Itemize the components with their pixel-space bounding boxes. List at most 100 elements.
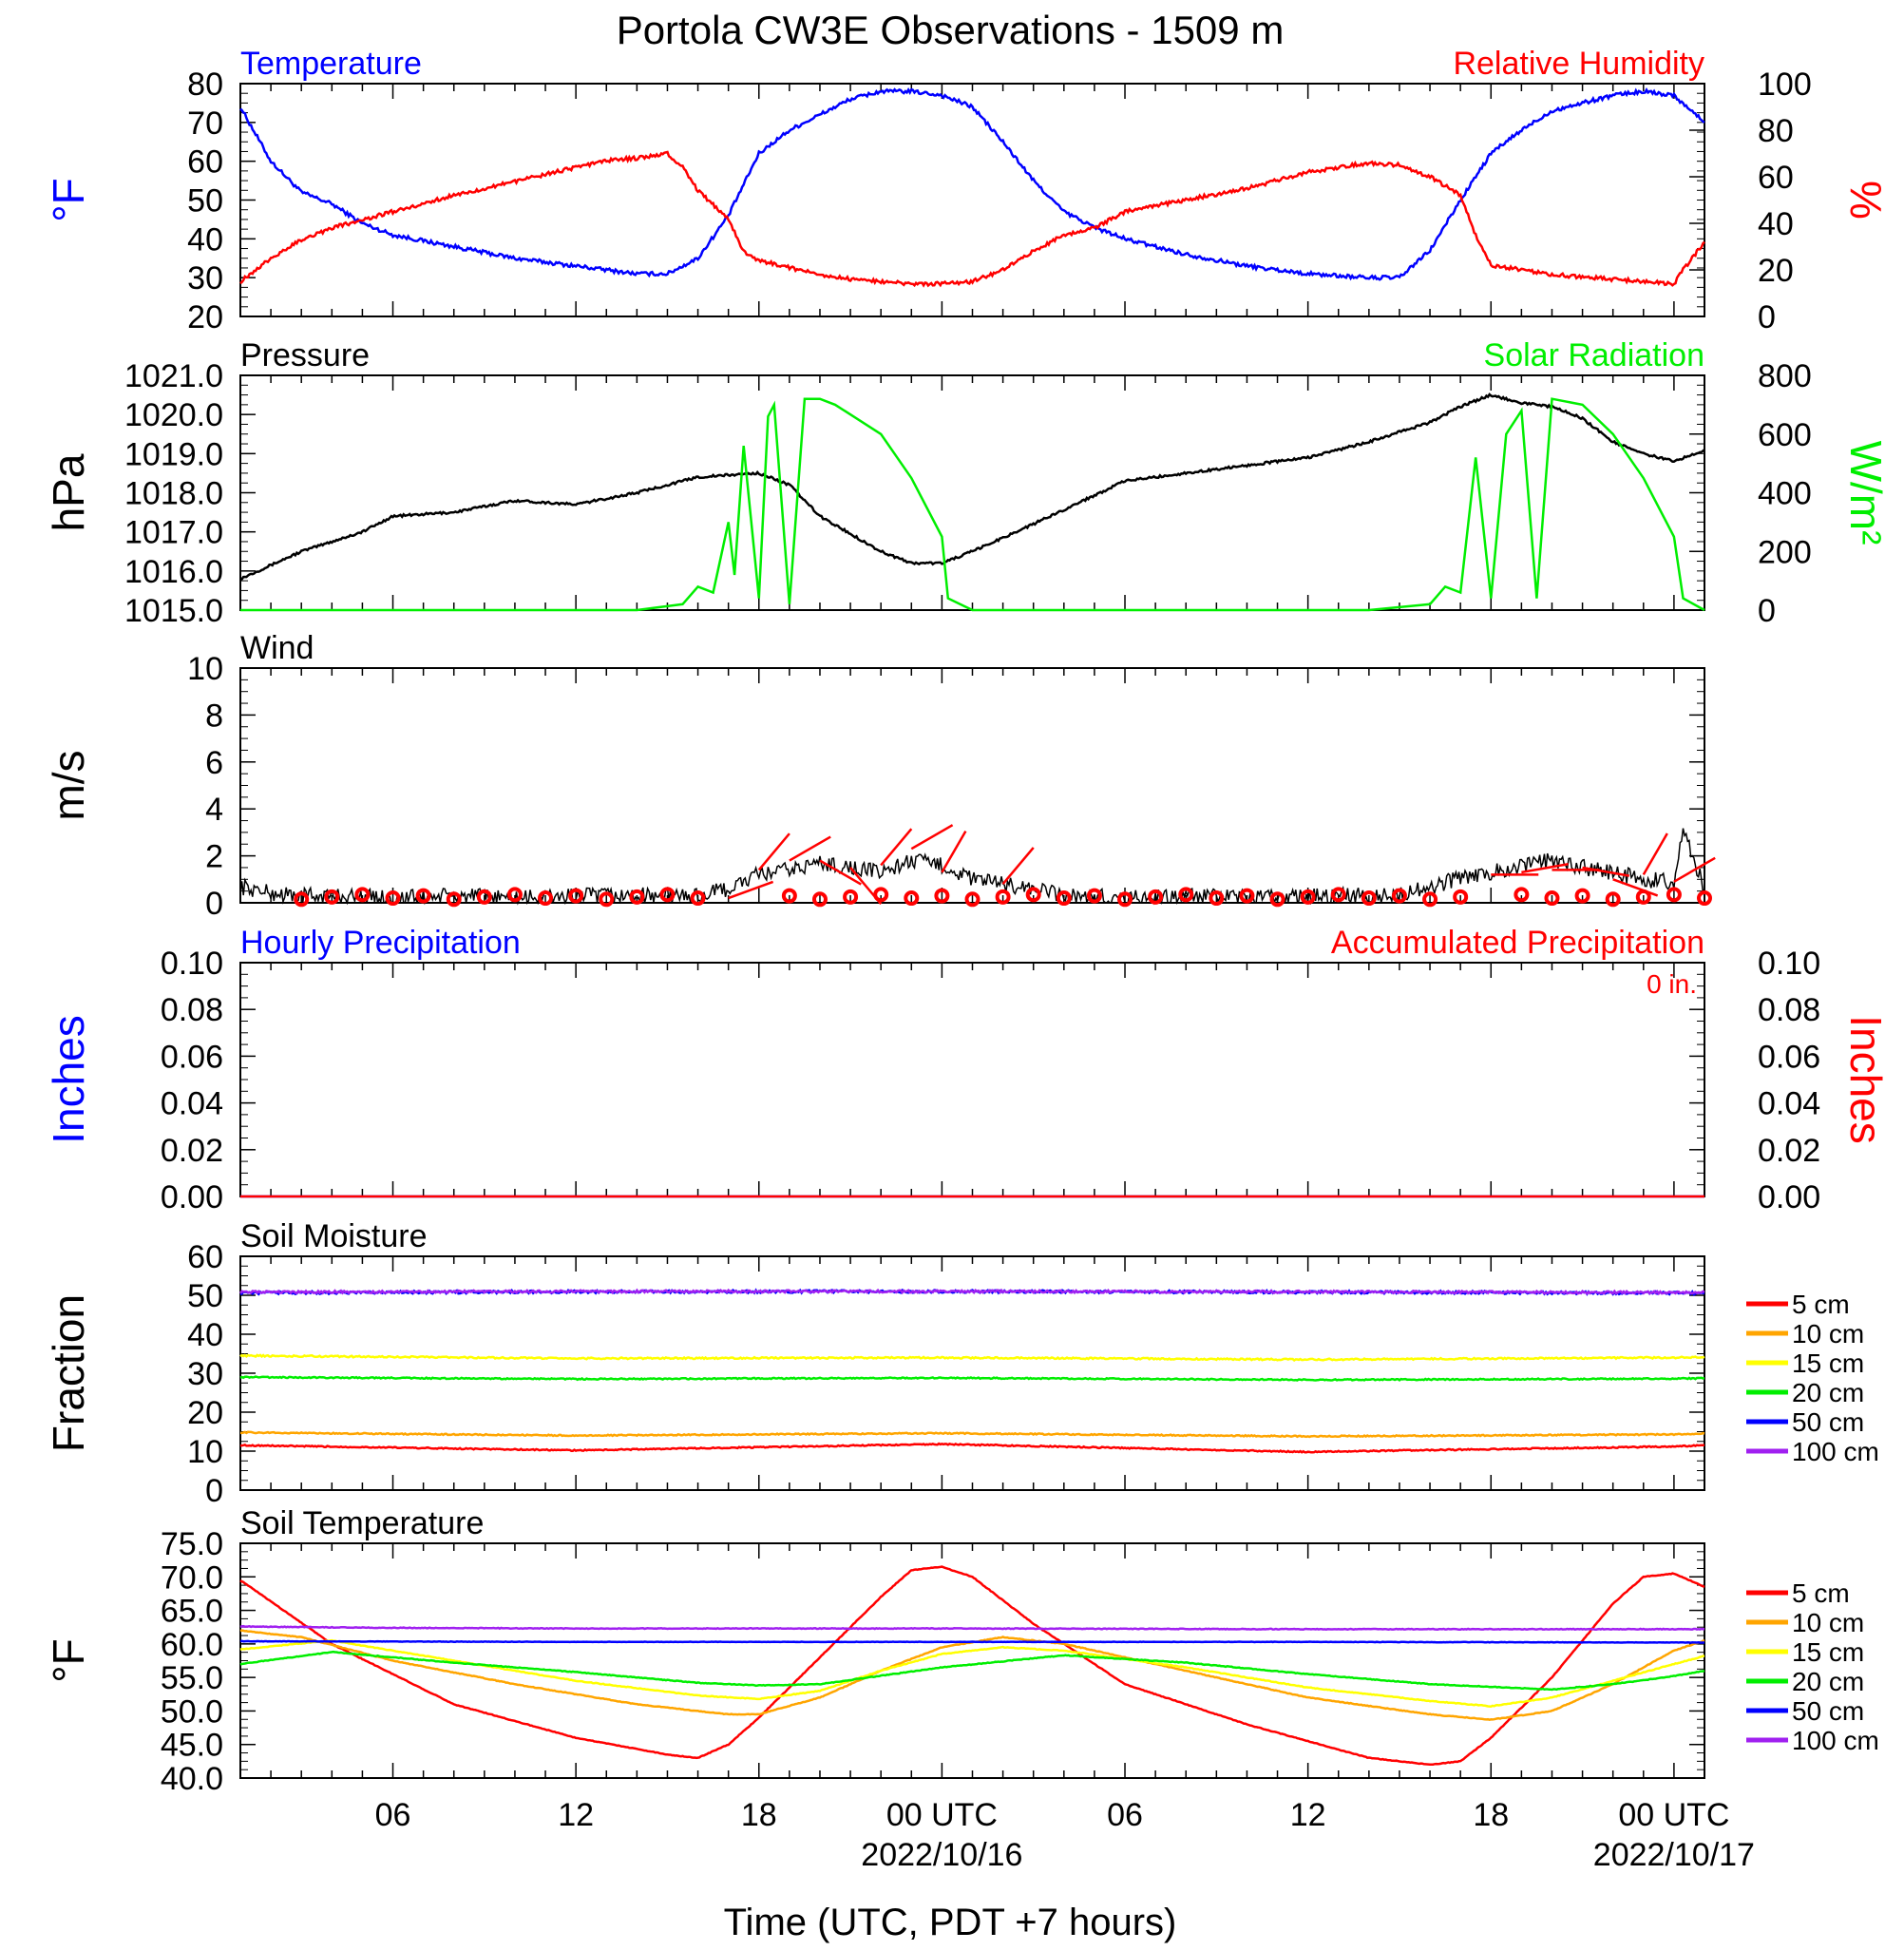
calm-wind-marker bbox=[476, 889, 492, 905]
calm-wind-marker bbox=[506, 887, 523, 903]
y-axis-label-left: Fraction bbox=[44, 1294, 93, 1452]
wind-barb bbox=[910, 824, 954, 851]
y-tick-label-right: 80 bbox=[1758, 113, 1794, 149]
y-tick-label-left: 1021.0 bbox=[124, 358, 223, 394]
wind-barb bbox=[789, 835, 831, 862]
calm-wind-marker bbox=[1330, 887, 1346, 903]
y-axis-label-right: Inches bbox=[1841, 1015, 1891, 1144]
y-tick-label-left: 20 bbox=[187, 299, 223, 335]
calm-wind-marker bbox=[385, 890, 401, 907]
y-axis-label-left: °F bbox=[44, 1638, 93, 1683]
calm-wind-marker bbox=[1391, 888, 1407, 904]
y-tick-label-left: 4 bbox=[205, 792, 223, 828]
calm-wind-marker bbox=[1148, 889, 1164, 905]
calm-wind-marker bbox=[690, 890, 706, 907]
x-tick-label: 00 UTC bbox=[1618, 1797, 1729, 1833]
y-tick-label-left: 45.0 bbox=[161, 1728, 223, 1764]
calm-wind-marker bbox=[904, 890, 920, 907]
y-tick-label-left: 30 bbox=[187, 1356, 223, 1392]
wind-barb bbox=[880, 828, 913, 867]
legend-label: 20 cm bbox=[1792, 1378, 1864, 1407]
legend-label: 100 cm bbox=[1792, 1437, 1879, 1466]
y-tick-label-right: 0.08 bbox=[1758, 992, 1820, 1028]
panel-title-right: Accumulated Precipitation bbox=[1331, 925, 1704, 961]
calm-wind-marker bbox=[964, 891, 981, 908]
y-tick-label-left: 70 bbox=[187, 105, 223, 142]
calm-wind-marker bbox=[811, 891, 828, 908]
y-tick-label-left: 0.00 bbox=[161, 1179, 223, 1215]
y-tick-label-left: 50 bbox=[187, 183, 223, 220]
y-tick-label-left: 0.02 bbox=[161, 1133, 223, 1169]
calm-wind-marker bbox=[1178, 887, 1194, 903]
y-tick-label-left: 40 bbox=[187, 1317, 223, 1353]
calm-wind-marker bbox=[995, 889, 1011, 905]
y-tick-label-left: 0.08 bbox=[161, 992, 223, 1028]
calm-wind-marker bbox=[1605, 891, 1621, 908]
series-line-50cm bbox=[239, 1639, 1705, 1644]
y-tick-label-right: 100 bbox=[1758, 67, 1812, 103]
y-axis-label-left: Inches bbox=[44, 1015, 93, 1144]
calm-wind-marker bbox=[324, 889, 340, 905]
x-tick-label: 18 bbox=[1473, 1797, 1509, 1833]
y-tick-label-right: 200 bbox=[1758, 534, 1812, 570]
legend-label: 5 cm bbox=[1792, 1578, 1850, 1608]
calm-wind-marker bbox=[1453, 889, 1469, 905]
y-tick-label-right: 60 bbox=[1758, 160, 1794, 196]
panel-soil-temp: 75.070.065.060.055.050.045.040.0 Soil Tem… bbox=[44, 1505, 1879, 1797]
wind-barb bbox=[1521, 862, 1569, 874]
y-tick-label-right: 800 bbox=[1758, 358, 1812, 394]
y-tick-label-left: 40 bbox=[187, 221, 223, 258]
x-axis: 06 12 18 00 UTC 06 12 18 00 UTC 2022/10/16 2022/1… bbox=[375, 1797, 1755, 1873]
calm-wind-marker bbox=[629, 889, 645, 905]
y-tick-label-right: 600 bbox=[1758, 417, 1812, 453]
calm-wind-marker bbox=[599, 891, 615, 908]
legend-label: 5 cm bbox=[1792, 1290, 1850, 1319]
series-line-100cm bbox=[239, 1624, 1705, 1632]
legend-label: 15 cm bbox=[1792, 1637, 1864, 1667]
legend-label: 50 cm bbox=[1792, 1696, 1864, 1726]
calm-wind-marker bbox=[415, 888, 431, 904]
panel-title-right: Solar Radiation bbox=[1484, 337, 1704, 373]
calm-wind-marker bbox=[659, 887, 676, 903]
y-tick-label-left: 0 bbox=[205, 1473, 223, 1509]
calm-wind-marker bbox=[1086, 888, 1102, 904]
y-tick-label-left: 70.0 bbox=[161, 1559, 223, 1596]
y-tick-label-right: 0 bbox=[1758, 593, 1776, 629]
chart-title: Portola CW3E Observations - 1509 m bbox=[617, 8, 1285, 52]
panel-title-left: Temperature bbox=[240, 46, 422, 82]
y-tick-label-left: 75.0 bbox=[161, 1526, 223, 1562]
series-line-solar bbox=[240, 397, 1705, 612]
y-tick-label-left: 0.06 bbox=[161, 1039, 223, 1075]
y-axis-label-left: m/s bbox=[44, 750, 93, 820]
wind-barb bbox=[1001, 847, 1035, 886]
wind-barb bbox=[1673, 856, 1716, 883]
series-line-20cm bbox=[239, 1375, 1705, 1382]
calm-wind-marker bbox=[1209, 890, 1225, 907]
panel-title-left: Pressure bbox=[240, 337, 370, 373]
wind-barb bbox=[941, 830, 967, 873]
y-tick-label-right: 20 bbox=[1758, 253, 1794, 289]
calm-wind-marker bbox=[1361, 890, 1377, 907]
calm-wind-marker bbox=[781, 888, 797, 904]
y-tick-label-left: 20 bbox=[187, 1395, 223, 1431]
x-tick-label: 06 bbox=[1107, 1797, 1143, 1833]
panel-frame bbox=[239, 667, 1705, 904]
y-tick-label-left: 1017.0 bbox=[124, 515, 223, 551]
accumulated-total: 0 in. bbox=[1647, 969, 1697, 999]
y-tick-label-left: 60 bbox=[187, 144, 223, 181]
x-tick-label: 00 UTC bbox=[886, 1797, 998, 1833]
y-tick-label-right: 0.06 bbox=[1758, 1039, 1820, 1075]
calm-wind-marker bbox=[873, 887, 889, 903]
calm-wind-marker bbox=[1666, 887, 1682, 903]
wind-barb bbox=[819, 859, 862, 886]
series-line-10cm bbox=[240, 1430, 1705, 1439]
y-tick-label-right: 0.04 bbox=[1758, 1086, 1820, 1122]
calm-wind-marker bbox=[446, 891, 462, 908]
wind-barb bbox=[849, 867, 883, 906]
series-line-wind bbox=[239, 828, 1705, 906]
y-tick-label-left: 50 bbox=[187, 1278, 223, 1314]
